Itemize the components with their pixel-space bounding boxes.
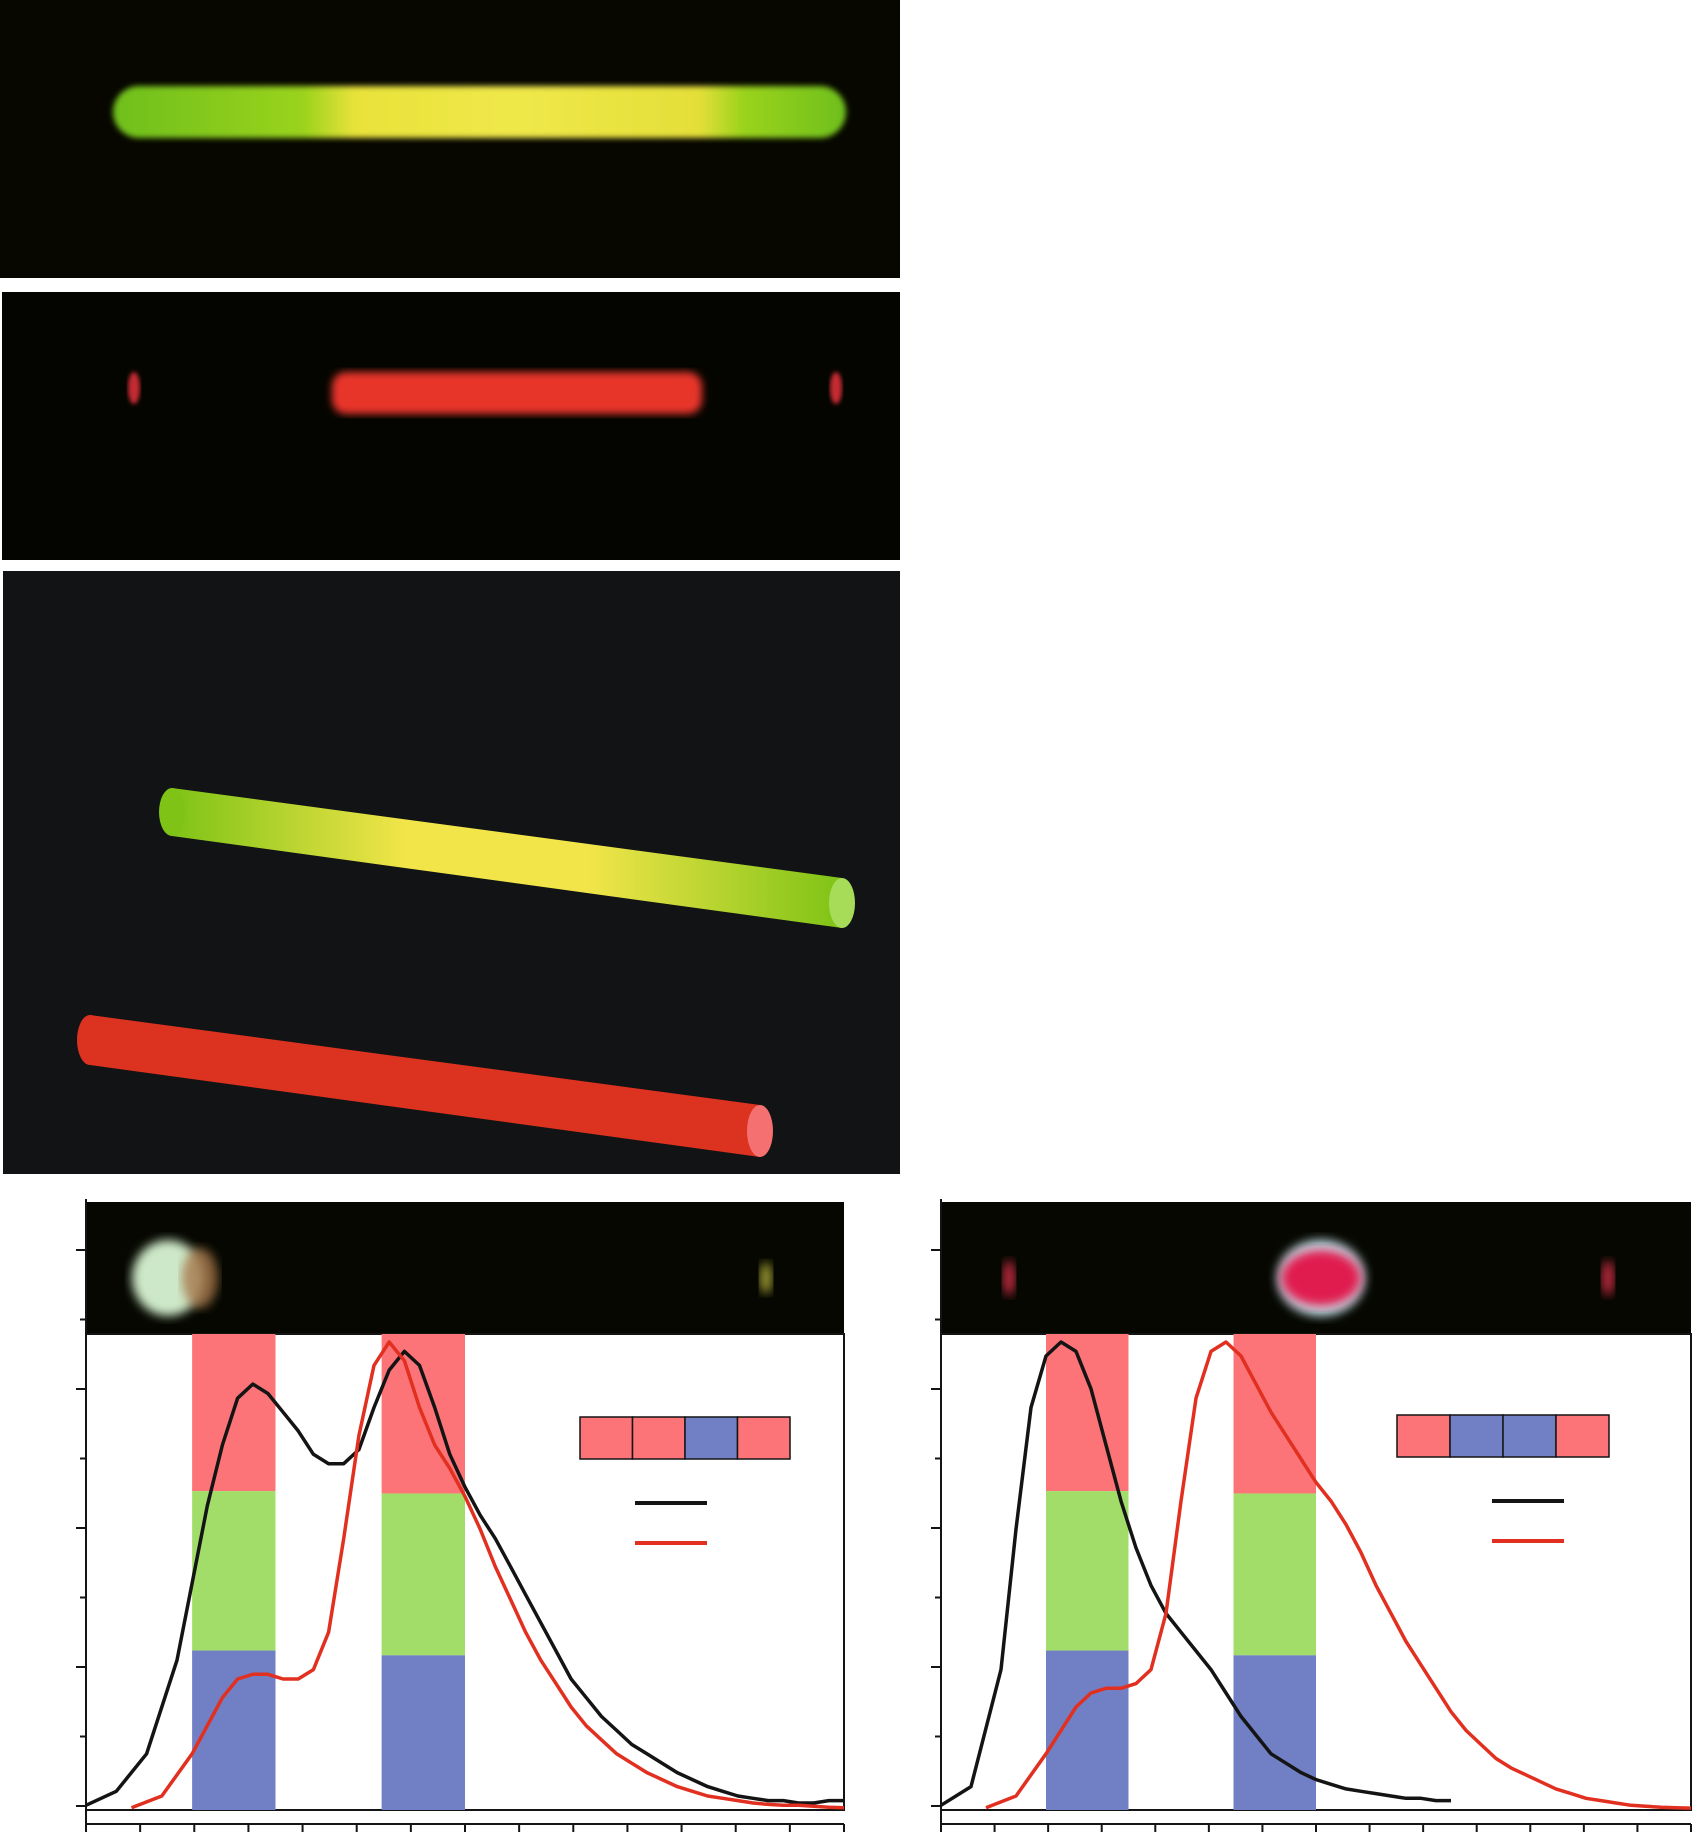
band-red [1046,1334,1129,1492]
green-yellow-rod [159,788,855,928]
spectrum-chart-e [860,1196,1699,1832]
emission-spot [760,1262,772,1294]
photo-panel-b [2,292,900,560]
legend-segment [684,1416,739,1460]
band-green [381,1493,465,1656]
emission-spot [1281,1250,1361,1306]
green-rod [113,86,846,138]
emission-spot [132,1240,204,1316]
rod-schematic [3,571,900,1174]
rod-photo-red [2,292,900,560]
band-blue [381,1655,465,1810]
legend-segment [1555,1414,1610,1458]
rod-photo-green [0,0,900,278]
series-line-black [85,1349,844,1807]
photo-panel-a [0,0,900,278]
spectrum-chart-d [0,1196,860,1832]
emission-spot [1602,1260,1614,1296]
band-blue [1233,1655,1316,1810]
series-line-black [940,1340,1451,1807]
legend-segment [631,1416,686,1460]
chart-e-svg [931,1199,1692,1832]
series-line-red [130,1340,845,1810]
band-red [1233,1334,1316,1494]
band-blue [1046,1650,1129,1810]
legend-segment [736,1416,791,1460]
legend-segment [1502,1414,1557,1458]
legend-segment [1396,1414,1451,1458]
legend-segment [1449,1414,1504,1458]
band-green [1046,1491,1129,1651]
red-emission [332,372,702,414]
legend-segment [579,1416,634,1460]
chart-d-svg [76,1199,845,1832]
red-rod [77,1015,773,1157]
emission-spot [1003,1260,1015,1296]
schematic-panel-c [3,571,900,1174]
band-green [1233,1493,1316,1656]
series-line-red [985,1340,1692,1810]
emission-spot [182,1248,218,1308]
